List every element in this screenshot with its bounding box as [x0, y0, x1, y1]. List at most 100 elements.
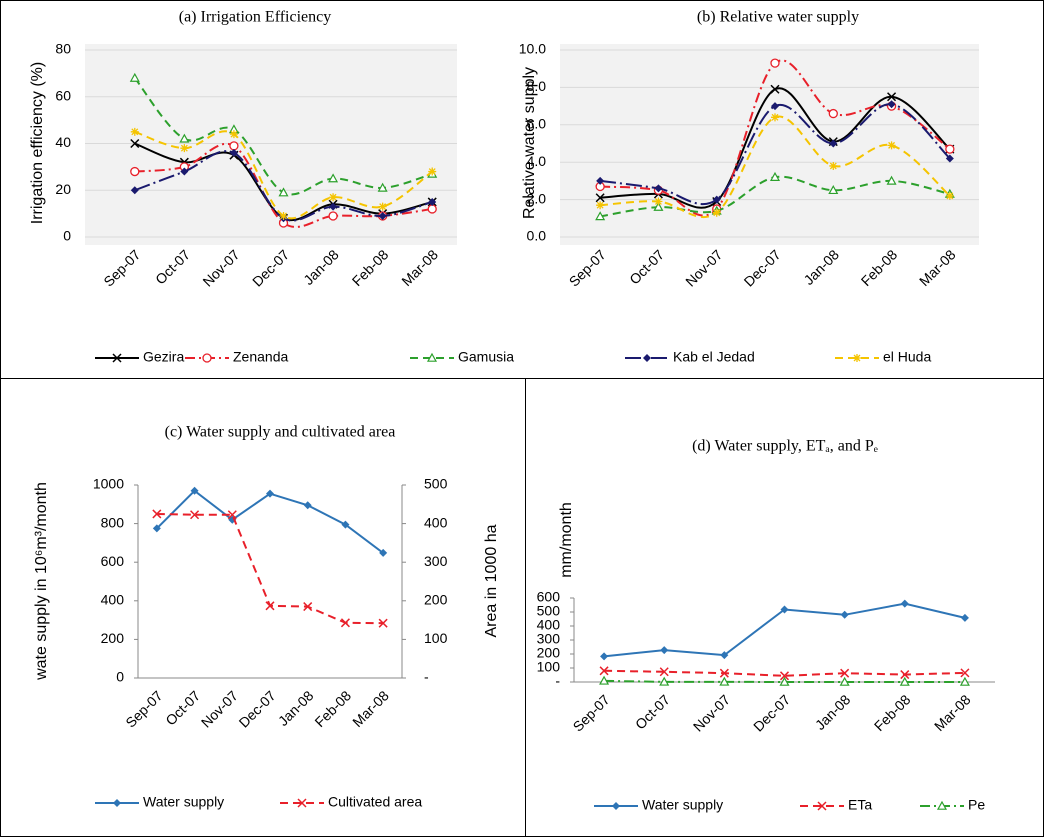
marker [712, 195, 721, 204]
marker [840, 610, 849, 619]
marker [279, 211, 288, 220]
marker [329, 202, 338, 211]
marker [612, 802, 620, 810]
marker [653, 201, 664, 211]
x-tick-label: Feb-08 [349, 246, 392, 289]
y-tick-label: 10.0 [519, 41, 546, 57]
marker [643, 354, 651, 362]
y-tick-label: 80 [55, 41, 71, 57]
legend-label: Cultivated area [328, 794, 422, 810]
marker [945, 144, 955, 154]
marker [180, 167, 189, 176]
marker [600, 652, 609, 661]
marker [654, 184, 663, 193]
marker [719, 668, 729, 678]
marker [779, 676, 790, 686]
marker [229, 148, 238, 157]
marker [659, 676, 670, 686]
marker [303, 602, 313, 612]
y-tick-label: 0 [63, 228, 71, 244]
marker [190, 510, 200, 520]
y2-axis-label: Area in 1000 ha [483, 524, 500, 637]
y-tick-label: 200 [101, 630, 125, 646]
marker [945, 154, 954, 163]
chart-title: (b) Relative water supply [697, 9, 859, 26]
marker [130, 186, 139, 195]
marker [227, 510, 237, 520]
marker [719, 676, 730, 686]
marker [378, 211, 387, 220]
x-tick-label: Jan-08 [300, 246, 342, 288]
marker [720, 651, 729, 660]
legend-label: el Huda [883, 349, 931, 365]
x-tick-label: Dec-07 [249, 246, 292, 289]
marker [130, 166, 140, 177]
chart-title: (c) Water supply and cultivated area [165, 424, 396, 441]
marker [900, 670, 910, 680]
marker [303, 501, 312, 510]
marker [886, 175, 897, 185]
marker [297, 798, 307, 808]
marker [130, 138, 140, 149]
marker [595, 193, 605, 203]
marker [770, 58, 780, 68]
marker [599, 675, 610, 685]
marker [378, 618, 388, 628]
marker [959, 676, 970, 686]
y-axis-label: Relative water supply [521, 67, 538, 219]
marker [112, 353, 122, 363]
x-tick-label: Mar-08 [349, 687, 392, 730]
x-tick-label: Feb-08 [311, 687, 354, 730]
y2-tick-label: 300 [424, 553, 448, 569]
y-tick-label: 200 [537, 645, 561, 661]
marker [266, 489, 274, 498]
chart-title: (a) Irrigation Efficiency [179, 9, 332, 26]
marker [945, 191, 954, 200]
y-tick-label: 40 [55, 134, 71, 150]
marker [265, 601, 275, 611]
x-tick-label: Sep-07 [570, 691, 613, 734]
marker [129, 72, 140, 82]
marker [427, 204, 437, 214]
marker [769, 171, 781, 181]
marker [899, 676, 910, 686]
x-tick-label: Sep-07 [100, 246, 143, 289]
marker [829, 161, 838, 170]
marker [328, 211, 338, 221]
x-tick-label: Oct-07 [162, 687, 203, 728]
y2-tick-label: 100 [424, 630, 448, 646]
y-tick-label: 400 [537, 617, 561, 633]
y-axis-label: wate supply in 10⁶m³/month [33, 482, 50, 681]
y-tick-label: 800 [101, 514, 125, 530]
marker [278, 187, 289, 197]
legend-label: Kab el Jedad [673, 349, 755, 365]
y2-tick-label: - [424, 669, 429, 685]
y-tick-label: 0 [116, 669, 124, 685]
x-tick-label: Feb-08 [858, 246, 901, 289]
y-tick-label: 600 [537, 589, 561, 605]
marker [900, 599, 909, 608]
marker [428, 167, 437, 176]
marker [179, 133, 190, 143]
x-tick-label: Sep-07 [566, 246, 609, 289]
x-tick-label: Mar-08 [931, 691, 974, 734]
x-tick-label: Jan-08 [800, 246, 842, 288]
marker [887, 141, 896, 150]
y-tick-label: 0.0 [527, 228, 547, 244]
marker [779, 671, 790, 681]
marker [377, 182, 388, 192]
plot-area [560, 44, 979, 245]
marker [202, 353, 212, 363]
x-tick-label: Feb-08 [871, 691, 914, 734]
y2-tick-label: 400 [424, 514, 448, 530]
y-tick-label: 6.0 [527, 116, 547, 132]
marker [840, 668, 850, 678]
y-tick-label: 1000 [93, 476, 124, 492]
legend-label: Pe [968, 797, 985, 813]
y-tick-label: 8.0 [527, 78, 547, 94]
x-tick-label: Nov-07 [690, 691, 733, 734]
marker [341, 520, 350, 529]
marker [426, 352, 438, 362]
marker [190, 486, 199, 495]
